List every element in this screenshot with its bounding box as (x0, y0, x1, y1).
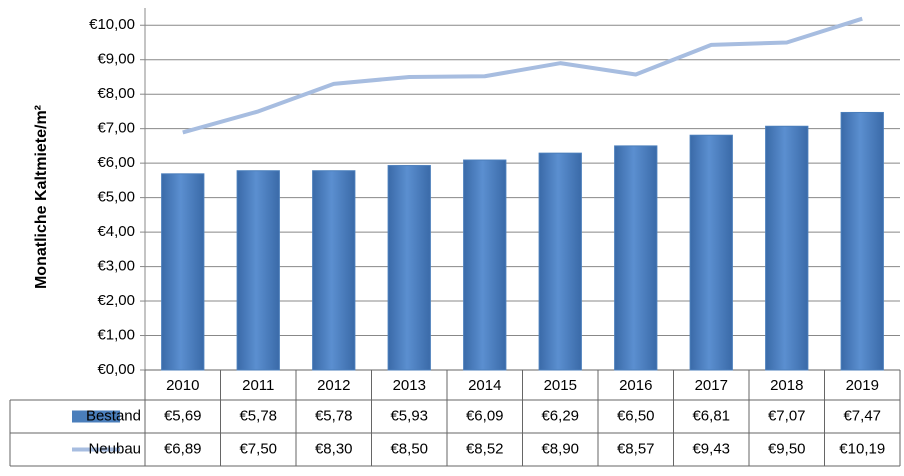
table-value: €6,89 (164, 440, 202, 457)
y-tick-label: €5,00 (97, 189, 135, 206)
x-tick-label: 2018 (770, 377, 803, 394)
x-tick-label: 2017 (695, 377, 728, 394)
table-value: €5,93 (390, 407, 428, 424)
table-value: €8,90 (541, 440, 579, 457)
y-tick-label: €9,00 (97, 51, 135, 68)
bar (765, 125, 809, 371)
table-value: €5,69 (164, 407, 202, 424)
table-value: €6,81 (692, 407, 730, 424)
table-value: €8,57 (617, 440, 655, 457)
y-tick-label: €3,00 (97, 258, 135, 275)
x-tick-label: 2012 (317, 377, 350, 394)
y-tick-label: €4,00 (97, 223, 135, 240)
table-value: €5,78 (315, 407, 353, 424)
table-value: €6,29 (541, 407, 579, 424)
table-value: €6,09 (466, 407, 504, 424)
table-value: €6,50 (617, 407, 655, 424)
table-value: €8,52 (466, 440, 504, 457)
line (182, 16, 863, 135)
x-tick-label: 2011 (242, 377, 274, 394)
bar (312, 170, 356, 371)
y-tick-label: €6,00 (97, 154, 135, 171)
y-tick-label: €1,00 (97, 326, 135, 343)
legend-label: Bestand (86, 407, 141, 424)
table-value: €8,30 (315, 440, 353, 457)
bar (463, 159, 507, 371)
x-tick-label: 2016 (619, 377, 652, 394)
legend-key (72, 410, 120, 423)
table-value: €7,50 (239, 440, 277, 457)
table-value: €10,19 (839, 440, 885, 457)
bar (689, 134, 733, 371)
table-value: €9,43 (692, 440, 730, 457)
legend-label: Neubau (88, 440, 141, 457)
bar (387, 165, 431, 371)
table-value: €5,78 (239, 407, 277, 424)
x-tick-label: 2013 (393, 377, 426, 394)
table-value: €9,50 (768, 440, 806, 457)
bar (840, 111, 884, 371)
x-tick-label: 2019 (846, 377, 879, 394)
y-tick-label: €0,00 (97, 361, 135, 378)
table-value: €8,50 (390, 440, 428, 457)
bar (161, 173, 205, 371)
y-axis-label: Monatliche Kaltmiete/m² (33, 105, 50, 289)
y-tick-label: €7,00 (97, 120, 135, 137)
y-tick-label: €8,00 (97, 85, 135, 102)
x-tick-label: 2014 (468, 377, 501, 394)
bar (538, 152, 582, 371)
bar (614, 145, 658, 371)
bar (236, 170, 280, 371)
y-tick-label: €2,00 (97, 292, 135, 309)
x-tick-label: 2010 (166, 377, 199, 394)
table-value: €7,47 (843, 407, 881, 424)
table-value: €7,07 (768, 407, 806, 424)
x-tick-label: 2015 (544, 377, 577, 394)
y-tick-label: €10,00 (89, 16, 135, 33)
